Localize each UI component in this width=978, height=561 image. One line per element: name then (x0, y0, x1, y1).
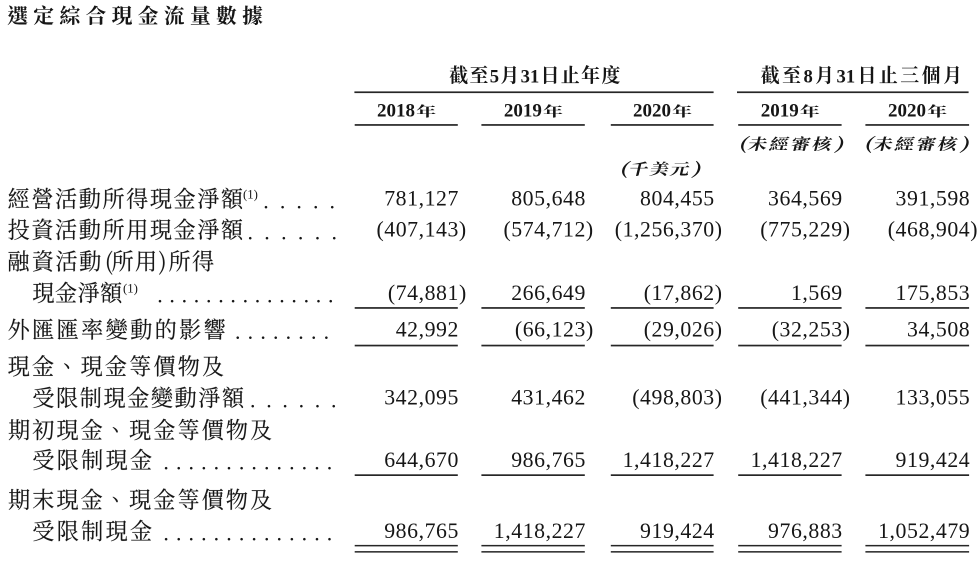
svg-text:919,424: 919,424 (896, 448, 971, 472)
svg-text:805,648: 805,648 (511, 187, 586, 211)
svg-text:986,765: 986,765 (511, 448, 586, 472)
svg-text:391,598: 391,598 (896, 187, 971, 211)
svg-text:431,462: 431,462 (511, 386, 586, 410)
svg-text:1,418,227: 1,418,227 (494, 519, 586, 543)
svg-text:2020: 2020 (888, 100, 926, 121)
svg-text:266,649: 266,649 (511, 281, 586, 305)
svg-text:34,508: 34,508 (907, 318, 970, 342)
svg-text:(29,026): (29,026) (644, 318, 723, 342)
svg-text:781,127: 781,127 (384, 187, 459, 211)
svg-text:..............: .............. (163, 522, 332, 546)
svg-text:(775,229): (775,229) (760, 218, 850, 242)
svg-text:(17,862): (17,862) (644, 281, 723, 305)
svg-text:(1): (1) (123, 282, 138, 296)
svg-text:2020: 2020 (633, 100, 671, 121)
svg-text:8: 8 (804, 66, 813, 87)
svg-text:5: 5 (490, 66, 499, 87)
svg-text:3: 3 (521, 66, 530, 87)
svg-text:...............: ............... (157, 284, 333, 308)
svg-text:919,424: 919,424 (640, 519, 715, 543)
svg-text:1,569: 1,569 (791, 281, 843, 305)
svg-text:......: ...... (248, 220, 337, 244)
svg-text:(441,344): (441,344) (760, 386, 850, 410)
svg-text:804,455: 804,455 (640, 187, 715, 211)
svg-text:(468,904): (468,904) (888, 218, 978, 242)
svg-text:364,569: 364,569 (768, 187, 843, 211)
svg-text:1: 1 (846, 66, 855, 87)
svg-text:.....: ..... (263, 189, 335, 213)
svg-text:2019: 2019 (504, 100, 542, 121)
svg-text:(1): (1) (243, 187, 258, 201)
svg-text:(574,712): (574,712) (503, 218, 593, 242)
svg-text:1,052,479: 1,052,479 (878, 519, 970, 543)
svg-text:1,418,227: 1,418,227 (623, 448, 715, 472)
svg-text:3: 3 (837, 66, 846, 87)
svg-text:133,055: 133,055 (896, 386, 971, 410)
svg-text:(407,143): (407,143) (376, 218, 466, 242)
svg-text:986,765: 986,765 (384, 519, 459, 543)
svg-text:2018: 2018 (377, 100, 415, 121)
svg-text:342,095: 342,095 (384, 386, 459, 410)
svg-text:(32,253): (32,253) (772, 318, 851, 342)
svg-text:644,670: 644,670 (384, 448, 459, 472)
svg-text:175,853: 175,853 (896, 281, 971, 305)
svg-text:976,883: 976,883 (768, 519, 843, 543)
svg-text:(1,256,370): (1,256,370) (615, 218, 723, 242)
svg-text:..............: .............. (163, 451, 332, 475)
svg-text:1,418,227: 1,418,227 (751, 448, 843, 472)
svg-text:42,992: 42,992 (396, 318, 459, 342)
svg-text:(74,881): (74,881) (388, 281, 467, 305)
svg-text:(498,803): (498,803) (632, 386, 722, 410)
svg-text:1: 1 (530, 66, 539, 87)
svg-text:2019: 2019 (761, 100, 799, 121)
svg-text:........: ........ (235, 320, 329, 344)
svg-text:(66,123): (66,123) (515, 318, 594, 342)
svg-text:......: ...... (250, 388, 336, 412)
